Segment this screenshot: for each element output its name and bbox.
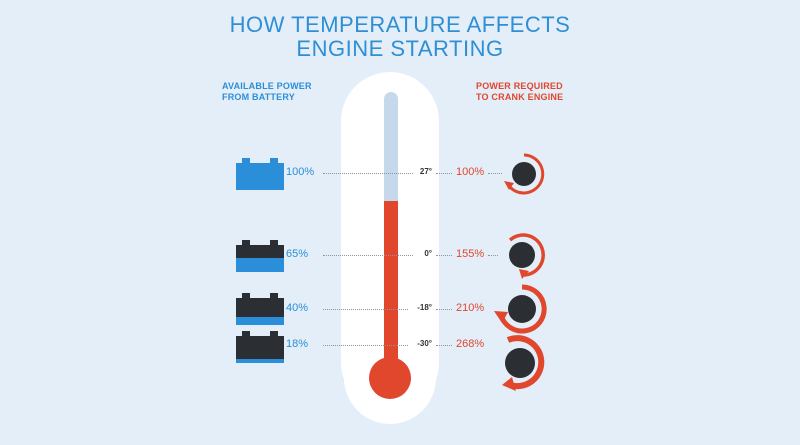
power-required-heading-line-2: TO CRANK ENGINE [476,92,564,102]
power-required-heading: POWER REQUIRED TO CRANK ENGINE [476,81,563,103]
temp-label-27: 27° [419,167,432,176]
crank-gauge-icon [502,335,545,391]
dotted-line [436,345,452,346]
title-line-1: HOW TEMPERATURE AFFECTS [229,12,571,37]
crank-gauge-icon [508,233,545,279]
available-power-heading: AVAILABLE POWER FROM BATTERY [222,81,312,103]
battery-percent-65: 65% [286,248,309,260]
dotted-line [323,309,408,310]
dotted-line [436,173,452,174]
battery-icon [236,331,284,363]
battery-percent-40: 40% [286,302,309,314]
battery-icon [236,240,284,272]
dotted-line [488,173,502,174]
power-required-heading-line-1: POWER REQUIRED [476,81,563,91]
crank-gauge-icon [494,284,547,334]
available-power-heading-line-1: AVAILABLE POWER [222,81,312,91]
available-power-heading-line-2: FROM BATTERY [222,92,295,102]
crank-gauge-icon [504,153,545,195]
temp-label-0: 0° [424,249,432,258]
temp-label-minus-18: -18° [417,303,432,312]
title-line-2: ENGINE STARTING [296,36,504,61]
dotted-line [436,255,452,256]
battery-icon [236,293,284,325]
battery-percent-100: 100% [286,166,315,178]
dotted-line [323,345,408,346]
required-percent-155: 155% [456,248,485,260]
thermometer-bulb [369,357,411,399]
thermometer-fill [384,201,398,378]
dotted-line [323,255,413,256]
required-percent-268: 268% [456,338,485,350]
temp-label-minus-30: -30° [417,339,432,348]
dotted-line [488,255,498,256]
required-percent-100: 100% [456,166,485,178]
battery-icon [236,158,284,190]
dotted-line [436,309,452,310]
required-percent-210: 210% [456,302,485,314]
dotted-line [323,173,413,174]
battery-percent-18: 18% [286,338,309,350]
